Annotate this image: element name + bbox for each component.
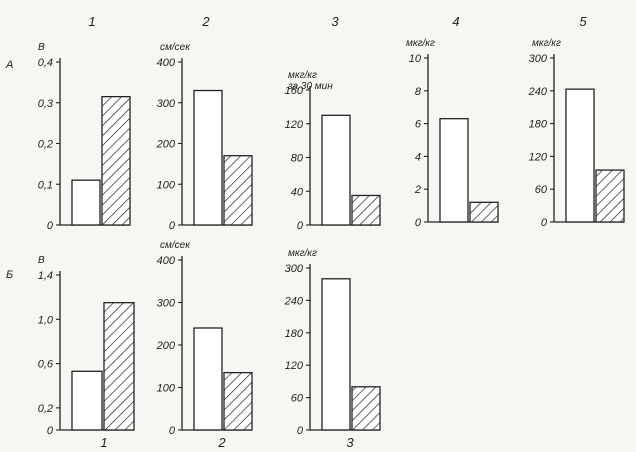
panel-a1-bar-hatched [101, 95, 131, 226]
row-label-b: Б [6, 269, 13, 281]
panel-b2-ylabel: см/сек [160, 240, 191, 251]
panel-a4-bar-open [439, 118, 469, 223]
panel-b2-tick-label: 400 [157, 255, 176, 267]
panel-b1-tick-label: 0 [47, 425, 54, 437]
panel-b2-tick-label: 100 [157, 383, 176, 395]
panel-b2-bar-open [193, 327, 223, 431]
panel-a2-tick-label: 400 [157, 57, 176, 69]
panel-a5-tick-label: 0 [541, 217, 548, 229]
panel-a1-tick-label: 0 [47, 220, 54, 232]
panel-a2-tick-label: 0 [169, 220, 176, 232]
panel-a4-number: 4 [452, 14, 459, 29]
panel-a3-tick-label: 40 [291, 186, 304, 198]
panel-b1-tick-label: 1,4 [38, 270, 53, 282]
panel-a5-tick-label: 60 [535, 184, 548, 196]
panel-a2-number: 2 [201, 14, 210, 29]
panel-a2-tick-label: 200 [156, 139, 176, 151]
panel-a2-ylabel: см/сек [160, 42, 191, 53]
panel-b3-ylabel: мкг/кг [288, 248, 317, 259]
panel-a2-bar-open [193, 89, 223, 226]
panel-b1-tick-label: 1,0 [38, 314, 54, 326]
bottom-number-2: 2 [217, 435, 226, 450]
panel-a5-bar-hatched [595, 169, 625, 223]
panel-a2-tick-label: 100 [157, 179, 176, 191]
panel-a4-tick-label: 0 [415, 217, 422, 229]
panel-b2-tick-label: 300 [157, 298, 176, 310]
panel-a3-bar-hatched [351, 194, 381, 226]
chart-panels: 00,10,20,30,4В10100200300400см/сек204080… [38, 14, 625, 437]
panel-a1: 0 0,1 0,2 0,3 0,4 В 1 [38, 14, 131, 232]
bottom-number-1: 1 [100, 435, 107, 450]
panel-a3-tick-label: 160 [285, 85, 304, 97]
panel-a1-bar-open [71, 179, 101, 226]
panel-b3: 0 60 120 180 240 300 мкг/кг [284, 248, 381, 437]
panel-a5-tick-label: 180 [529, 119, 548, 131]
panel-b3-tick-label: 180 [285, 328, 304, 340]
panel-b3-tick-label: 120 [285, 360, 304, 372]
panel-a4-tick-label: 2 [414, 184, 421, 196]
panel-b1-tick-label: 0,2 [38, 403, 53, 415]
panel-a1-tick-label: 0,1 [38, 179, 53, 191]
panel-b3-tick-label: 240 [284, 295, 304, 307]
panel-b2-bar-hatched [223, 371, 253, 431]
panel-b2: 0 100 200 300 400 см/сек [156, 240, 253, 437]
panel-b3-tick-label: 60 [291, 393, 304, 405]
panel-b1: 0 0,2 0,6 1,0 1,4 В [38, 255, 135, 437]
panel-a4-ylabel: мкг/кг [406, 38, 435, 49]
panel-a5-tick-label: 300 [529, 53, 548, 65]
panel-b3-tick-label: 0 [297, 425, 304, 437]
panel-a5-number: 5 [579, 14, 587, 29]
panel-a3-tick-label: 80 [291, 153, 304, 165]
panel-b1-tick-label: 0,6 [38, 359, 54, 371]
panel-a4-tick-label: 6 [415, 119, 422, 131]
panel-b1-ylabel: В [38, 255, 45, 266]
panel-a4-bar-hatched [469, 201, 499, 223]
panel-a3-tick-label: 120 [285, 119, 304, 131]
panel-a3-bar-open [321, 114, 351, 226]
panel-a5-bar-open [565, 88, 595, 223]
panel-a4-tick-label: 8 [415, 86, 422, 98]
panel-a4-tick-label: 4 [415, 151, 421, 163]
panel-a1-tick-label: 0,4 [38, 57, 53, 69]
panel-b1-bar-hatched [103, 302, 135, 431]
panel-a5-tick-label: 240 [528, 86, 548, 98]
panel-b3-bar-open [321, 278, 351, 431]
panel-a5-ylabel: мкг/кг [532, 38, 561, 49]
row-label-a: А [5, 59, 13, 71]
panel-a1-number: 1 [88, 14, 95, 29]
panel-a3-number: 3 [331, 14, 339, 29]
bottom-number-3: 3 [346, 435, 354, 450]
panel-b1-bar-open [71, 370, 103, 431]
panel-a3-tick-label: 0 [297, 220, 304, 232]
panel-a1-tick-label: 0,2 [38, 139, 53, 151]
panel-a3-ylabel: мкг/кг [288, 70, 317, 81]
panel-a1-ylabel: В [38, 42, 45, 53]
panel-b2-tick-label: 200 [156, 340, 176, 352]
panel-a3-ylabel-2: за 30 мин [287, 81, 333, 92]
panel-b3-bar-hatched [351, 386, 381, 431]
panel-a2-tick-label: 300 [157, 98, 176, 110]
panel-b3-tick-label: 300 [285, 263, 304, 275]
panel-a4-tick-label: 10 [409, 53, 422, 65]
panel-b2-tick-label: 0 [169, 425, 176, 437]
panel-a5: 0 60 120 180 240 300 мкг/кг 5 [528, 14, 625, 229]
panel-a4: 0 2 4 6 8 10 мкг/кг 4 [406, 14, 499, 229]
panel-a5-tick-label: 120 [529, 151, 548, 163]
panel-a1-tick-label: 0,3 [38, 98, 54, 110]
panel-a2: 0 100 200 300 400 см/сек 2 [156, 14, 253, 232]
panel-a2-bar-hatched [223, 155, 253, 226]
